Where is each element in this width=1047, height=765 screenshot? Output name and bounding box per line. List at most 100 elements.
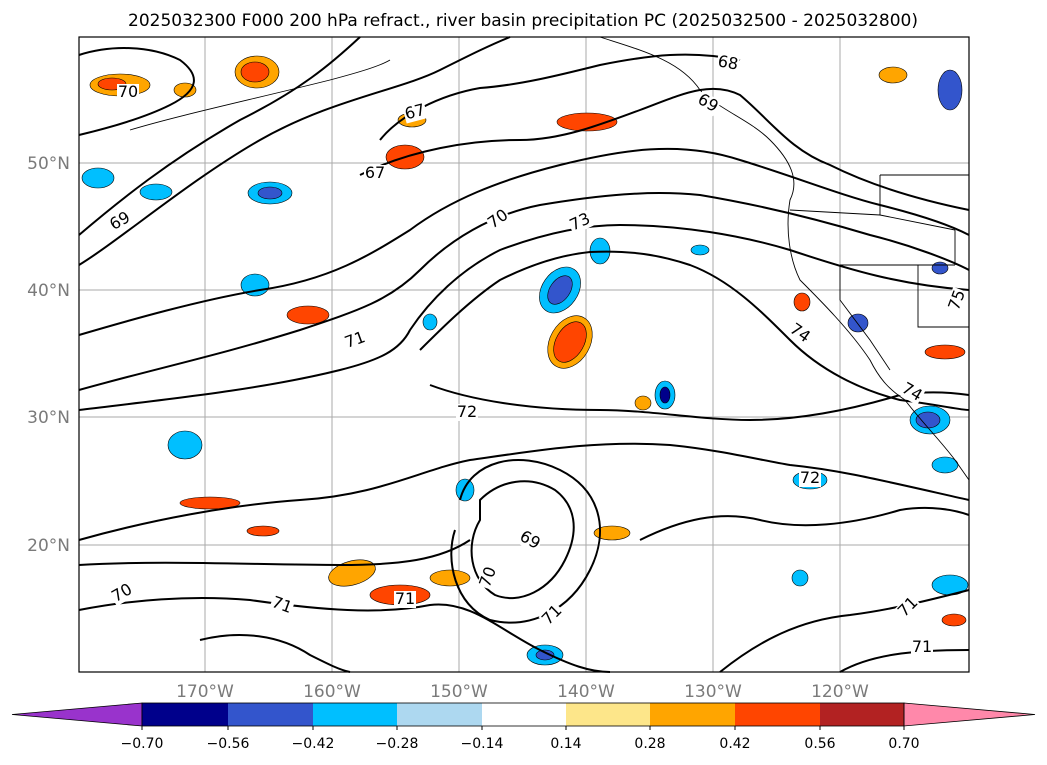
contour-line — [450, 459, 601, 624]
colorbar-segment — [820, 703, 904, 726]
contour-line — [379, 53, 741, 141]
pc-blob-positive — [286, 305, 330, 325]
contour-label-bg — [538, 601, 567, 630]
contour-label-bg — [715, 53, 741, 74]
pc-blob-negative — [659, 386, 671, 404]
pc-blob-positive — [173, 82, 197, 98]
colorbar-extend-low — [11, 702, 143, 727]
contour-label-bg — [785, 320, 814, 347]
pc-blob-positive — [429, 569, 471, 587]
contour-label-bg — [402, 101, 428, 124]
contour-label: 67 — [365, 163, 385, 182]
contour-label: 72 — [457, 402, 477, 421]
contour-label: 68 — [716, 51, 739, 73]
colorbar-frame — [141, 702, 905, 727]
contour-label-bg — [108, 580, 137, 607]
contour-line — [639, 506, 970, 541]
map-background — [79, 37, 969, 672]
contour-label-bg — [566, 210, 594, 235]
contour-line — [78, 539, 471, 567]
contour-label: 67 — [403, 100, 428, 124]
colorbar-extend-high — [903, 702, 1036, 727]
pc-blob-positive — [593, 525, 631, 541]
pc-blob-negative — [167, 430, 203, 460]
colorbar-tick-label: 0.42 — [719, 736, 750, 752]
pc-blob-positive — [793, 292, 811, 312]
contour-line — [719, 589, 970, 673]
pc-blob-negative — [915, 411, 941, 429]
colorbar-segment — [650, 703, 735, 726]
colorbar-tick-label: 0.70 — [888, 736, 919, 752]
lat-label: 20°N — [27, 536, 70, 556]
pc-blob-negative — [257, 186, 283, 200]
lon-label: 140°W — [557, 682, 615, 702]
contour-label-bg — [693, 90, 722, 117]
contour-line — [78, 442, 970, 541]
colorbar-segment — [735, 703, 820, 726]
map-frame — [78, 36, 970, 673]
pc-blob-positive — [179, 496, 241, 510]
colorbar-segment — [566, 703, 650, 726]
pc-blob-negative — [535, 649, 555, 661]
colorbar-tick-label: −0.42 — [292, 736, 335, 752]
pc-blob-positive — [924, 344, 966, 360]
contour-label-bg — [117, 84, 139, 101]
colorbar-segment — [313, 703, 397, 726]
contour-label: 71 — [395, 589, 415, 608]
contour-line — [78, 36, 361, 236]
contour-label-bg — [484, 206, 513, 233]
lon-label: 160°W — [303, 682, 361, 702]
contour-line — [78, 47, 195, 136]
pc-blob-positive — [246, 525, 280, 537]
pc-blob-negative — [937, 69, 963, 111]
colorbar-tick-label: −0.56 — [207, 736, 250, 752]
pc-blob-negative — [455, 478, 475, 502]
contour-label-bg — [456, 404, 478, 421]
contour-label-bg — [799, 470, 821, 487]
contour-label-bg — [897, 379, 926, 406]
pc-blob-positive — [878, 66, 908, 84]
pc-blob-negative — [791, 569, 809, 587]
colorbar-tick-label: −0.28 — [376, 736, 419, 752]
lon-label: 170°W — [176, 682, 234, 702]
pc-blob-negative — [690, 244, 710, 256]
contour-line — [199, 634, 351, 673]
colorbar-segment — [397, 703, 482, 726]
contour-line — [78, 192, 970, 391]
colorbar: −0.70 −0.56 −0.42 −0.28 −0.14 0.14 0.28 0.42 0.5… — [11, 702, 1036, 752]
lon-label: 120°W — [811, 682, 869, 702]
pc-blob-positive — [634, 395, 652, 411]
contour-line — [78, 36, 511, 266]
contour-label-bg — [476, 563, 501, 591]
pc-blob-positive — [553, 321, 587, 363]
contour-label: 72 — [800, 468, 820, 487]
colorbar-segment — [482, 703, 566, 726]
contour-label-bg — [945, 286, 970, 314]
colorbar-tick-label: 0.14 — [550, 736, 581, 752]
aleutian-islands — [129, 59, 391, 131]
pc-blob-negative — [547, 275, 573, 305]
pc-blob-positive — [556, 112, 618, 132]
pc-blob-negative — [81, 167, 115, 189]
colorbar-segment — [142, 703, 228, 726]
pc-blob-negative — [422, 313, 438, 331]
longitude-labels: 170°W 160°W 150°W 140°W 130°W 120°W — [176, 682, 869, 702]
contour-line — [470, 480, 575, 600]
contour-line — [839, 649, 970, 673]
lon-label: 150°W — [430, 682, 488, 702]
contour-label-bg — [341, 328, 369, 353]
lat-label: 30°N — [27, 408, 70, 428]
precip-shading — [81, 55, 969, 666]
contour-label-bg — [894, 593, 923, 622]
state-borders — [789, 174, 969, 371]
contour-line — [359, 87, 970, 211]
contour-label-bg — [268, 593, 296, 618]
colorbar-tick-label: −0.14 — [461, 736, 504, 752]
colorbar-tick-label: −0.70 — [121, 736, 164, 752]
contour-label: 70 — [118, 82, 138, 101]
contour-label: 71 — [912, 637, 932, 656]
colorbar-tick-label: 0.28 — [634, 736, 665, 752]
pc-blob-positive — [240, 61, 270, 83]
